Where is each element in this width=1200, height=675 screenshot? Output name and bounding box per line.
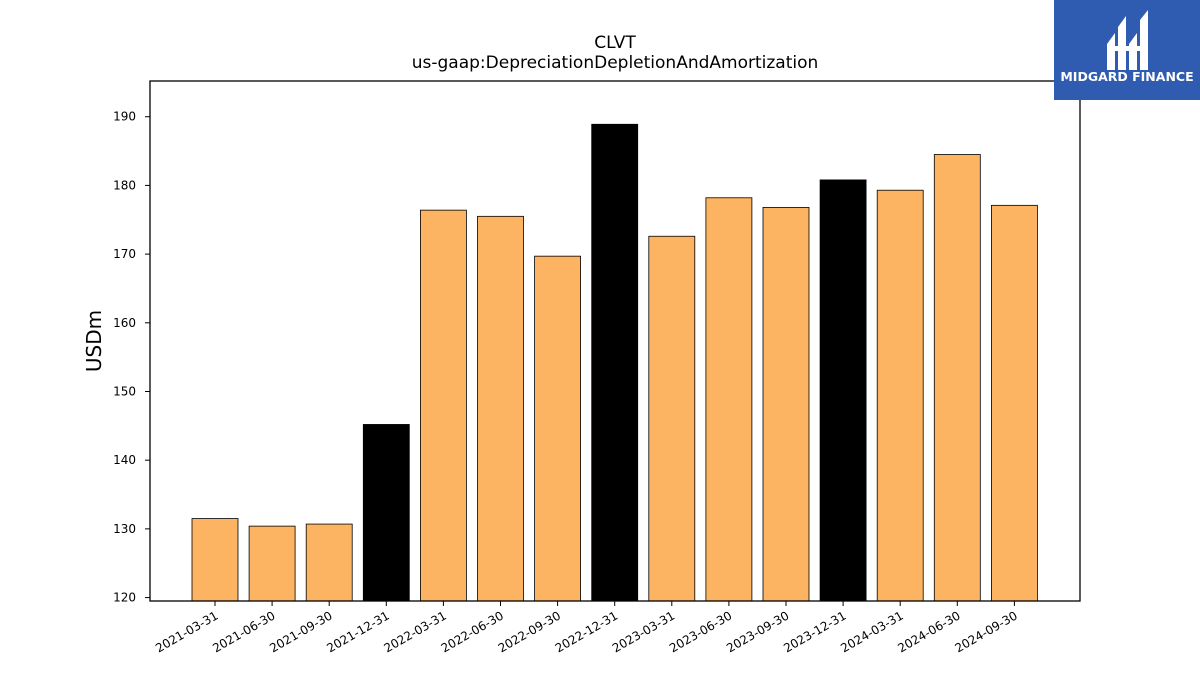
brand-name: MIDGARD FINANCE bbox=[1060, 69, 1193, 84]
bar-2021-12-31 bbox=[362, 424, 410, 602]
y-axis-label: USDm bbox=[82, 310, 106, 372]
chart-title: CLVT bbox=[594, 33, 636, 53]
bar-2024-03-31 bbox=[876, 189, 924, 602]
plot-frame bbox=[149, 80, 1081, 602]
bar-2022-06-30 bbox=[477, 215, 524, 602]
bar-2023-06-30 bbox=[705, 197, 753, 602]
y-tick-label: 180 bbox=[113, 178, 136, 192]
y-tick-label: 160 bbox=[113, 316, 136, 330]
bar-2023-03-31 bbox=[648, 235, 696, 602]
y-tick-label: 170 bbox=[113, 247, 136, 261]
bar-2022-12-31 bbox=[591, 123, 639, 602]
bar-2021-06-30 bbox=[248, 525, 296, 602]
y-ticks-group: 120 130 140 150 160 170 180 190 bbox=[113, 110, 150, 605]
bar-2022-09-30 bbox=[534, 255, 581, 602]
bar-2022-03-31 bbox=[419, 209, 467, 602]
midgard-logo-icon bbox=[1107, 10, 1148, 70]
y-tick-label: 150 bbox=[113, 384, 136, 398]
y-tick-label: 190 bbox=[113, 110, 136, 124]
bars-group bbox=[191, 123, 1038, 602]
bar-2021-09-30 bbox=[305, 523, 353, 602]
bar-2024-06-30 bbox=[933, 154, 981, 602]
y-tick-label: 130 bbox=[113, 522, 136, 536]
bar-2021-03-31 bbox=[191, 518, 239, 602]
bar-2023-09-30 bbox=[762, 206, 810, 602]
brand-logo: MIDGARD FINANCE bbox=[1054, 0, 1200, 100]
chart-subtitle: us-gaap:DepreciationDepletionAndAmortiza… bbox=[412, 53, 819, 73]
bar-2023-12-31 bbox=[819, 179, 867, 602]
y-tick-label: 140 bbox=[113, 453, 136, 467]
y-tick-label: 120 bbox=[113, 591, 136, 605]
bar-2024-09-30 bbox=[991, 204, 1038, 602]
